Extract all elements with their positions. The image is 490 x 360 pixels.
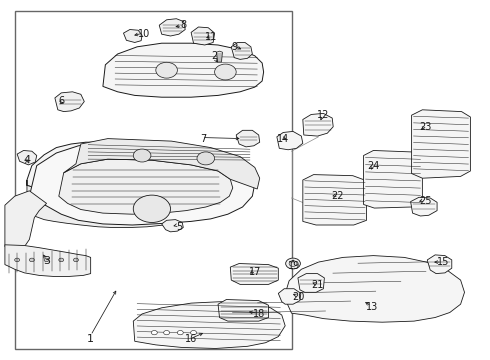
Text: 12: 12 — [317, 110, 330, 120]
Polygon shape — [217, 51, 222, 62]
Circle shape — [177, 330, 183, 335]
Circle shape — [197, 152, 215, 165]
Text: 24: 24 — [367, 161, 380, 171]
Polygon shape — [427, 255, 452, 274]
Polygon shape — [162, 220, 183, 232]
Polygon shape — [412, 110, 470, 178]
Text: 10: 10 — [138, 29, 151, 39]
Polygon shape — [218, 300, 269, 321]
Circle shape — [15, 258, 20, 262]
Text: 7: 7 — [200, 134, 206, 144]
Polygon shape — [303, 175, 367, 225]
Text: 13: 13 — [366, 302, 378, 312]
Circle shape — [156, 62, 177, 78]
Text: 4: 4 — [24, 155, 30, 165]
Polygon shape — [298, 274, 324, 292]
Polygon shape — [27, 142, 203, 217]
Circle shape — [74, 258, 78, 262]
Polygon shape — [277, 131, 303, 150]
Text: 20: 20 — [293, 292, 305, 302]
Polygon shape — [29, 142, 255, 225]
Text: 3: 3 — [43, 256, 50, 266]
Text: 1: 1 — [87, 334, 94, 344]
Text: 17: 17 — [248, 267, 261, 277]
Text: 9: 9 — [231, 42, 237, 52]
Circle shape — [133, 149, 151, 162]
Text: 14: 14 — [277, 134, 289, 144]
Polygon shape — [59, 159, 233, 214]
Polygon shape — [17, 150, 37, 165]
Polygon shape — [123, 30, 142, 42]
Bar — [15, 11, 292, 349]
Circle shape — [59, 258, 64, 262]
Polygon shape — [364, 150, 422, 208]
Polygon shape — [55, 92, 84, 112]
Text: 22: 22 — [331, 191, 343, 201]
Polygon shape — [231, 42, 252, 59]
Text: 25: 25 — [419, 196, 432, 206]
Polygon shape — [191, 27, 215, 45]
Text: 15: 15 — [437, 257, 450, 267]
Text: 2: 2 — [212, 51, 218, 61]
Text: 19: 19 — [288, 261, 300, 271]
Circle shape — [286, 258, 300, 269]
Text: 11: 11 — [205, 32, 217, 42]
Circle shape — [164, 330, 170, 335]
Polygon shape — [5, 245, 91, 276]
Circle shape — [151, 330, 157, 335]
Circle shape — [44, 258, 49, 262]
Polygon shape — [27, 180, 203, 228]
Polygon shape — [159, 19, 185, 36]
Text: 5: 5 — [176, 222, 182, 232]
Polygon shape — [5, 191, 47, 247]
Text: 21: 21 — [311, 280, 324, 290]
Text: 18: 18 — [253, 309, 265, 319]
Circle shape — [133, 195, 171, 222]
Text: 23: 23 — [419, 122, 432, 132]
Text: 8: 8 — [181, 20, 187, 30]
Polygon shape — [411, 197, 437, 216]
Polygon shape — [236, 130, 260, 147]
Polygon shape — [64, 139, 260, 189]
Polygon shape — [133, 302, 285, 348]
Polygon shape — [278, 289, 301, 304]
Text: 16: 16 — [185, 334, 197, 344]
Text: 6: 6 — [58, 96, 64, 106]
Circle shape — [29, 258, 34, 262]
Circle shape — [191, 330, 196, 335]
Polygon shape — [230, 264, 278, 284]
Polygon shape — [303, 113, 333, 136]
Circle shape — [289, 261, 297, 266]
Polygon shape — [284, 256, 465, 322]
Circle shape — [215, 64, 236, 80]
Polygon shape — [103, 43, 264, 97]
